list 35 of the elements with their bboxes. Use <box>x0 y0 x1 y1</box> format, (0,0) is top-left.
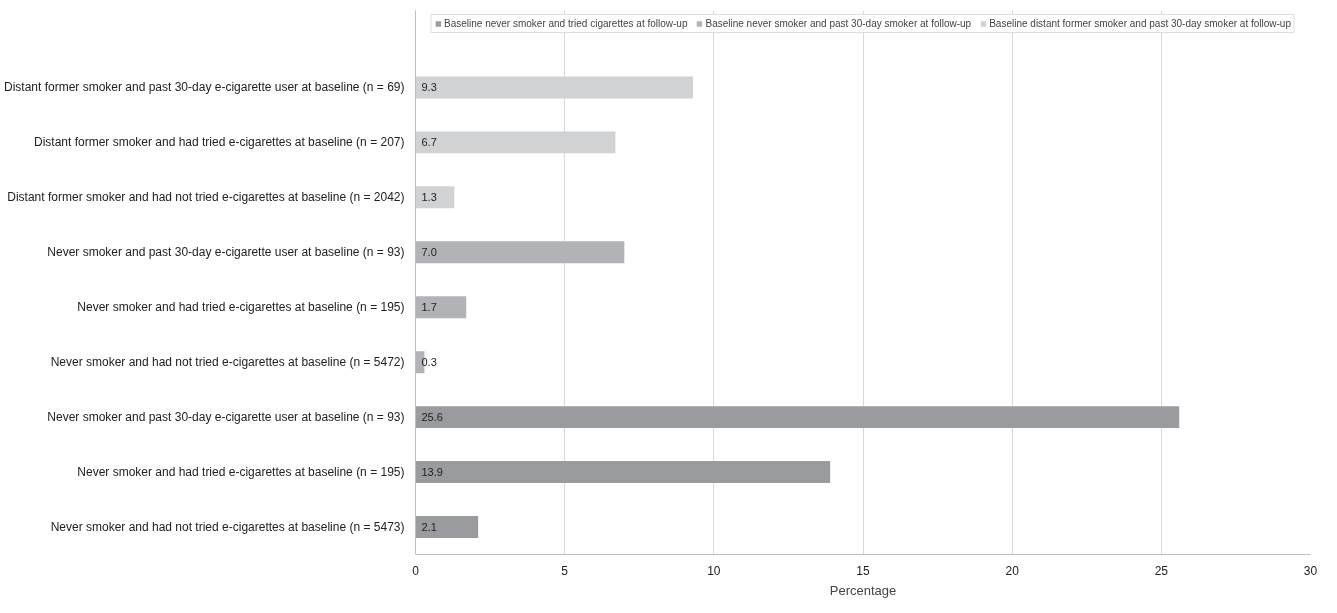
bar <box>415 406 1180 429</box>
x-tick-label: 0 <box>412 563 420 578</box>
y-tick-label: Distant former smoker and had not tried e-cigarettes at baseline (n = 2042) <box>7 190 405 205</box>
data-label: 1.3 <box>421 191 437 204</box>
x-axis-title: Percentage <box>829 582 897 598</box>
bar <box>415 516 479 539</box>
y-tick-label: Distant former smoker and had tried e-cigarettes at baseline (n = 207) <box>33 135 405 150</box>
data-label: 13.9 <box>421 466 443 479</box>
y-tick-label: Never smoker and had not tried e-cigarettes at baseline (n = 5472) <box>50 355 405 370</box>
y-tick-label: Never smoker and had not tried e-cigarettes at baseline (n = 5473) <box>50 520 405 535</box>
data-label: 1.7 <box>421 301 437 314</box>
x-tick-label: 5 <box>561 563 569 578</box>
data-label: 9.3 <box>421 81 437 94</box>
x-tick-label: 20 <box>1005 563 1020 578</box>
x-tick-label: 30 <box>1303 563 1318 578</box>
x-tick-label: 15 <box>856 563 870 578</box>
legend-label: Baseline distant former smoker and past 30-day smoker at follow-up <box>989 18 1291 29</box>
x-tick-label: 10 <box>707 563 721 578</box>
bar <box>415 296 467 319</box>
bar <box>415 241 625 264</box>
legend-label: Baseline never smoker and tried cigarettes at follow-up <box>444 18 688 29</box>
y-tick-label: Never smoker and past 30-day e-cigarette user at baseline (n = 93) <box>47 245 405 260</box>
x-tick-label: 25 <box>1154 563 1169 578</box>
y-tick-label: Distant former smoker and past 30-day e-cigarette user at baseline (n = 69) <box>3 80 405 95</box>
data-label: 0.3 <box>421 356 437 369</box>
legend-label: Baseline never smoker and past 30-day smoker at follow-up <box>705 18 972 29</box>
data-label: 6.7 <box>421 136 437 149</box>
bar <box>415 461 831 484</box>
data-label: 2.1 <box>421 521 437 534</box>
bar <box>415 186 455 209</box>
y-tick-label: Never smoker and past 30-day e-cigarette user at baseline (n = 93) <box>47 410 405 425</box>
data-label: 25.6 <box>421 411 443 424</box>
y-tick-label: Never smoker and had tried e-cigarettes at baseline (n = 195) <box>77 300 405 315</box>
y-tick-label: Never smoker and had tried e-cigarettes at baseline (n = 195) <box>77 465 405 480</box>
data-label: 7.0 <box>421 246 437 259</box>
